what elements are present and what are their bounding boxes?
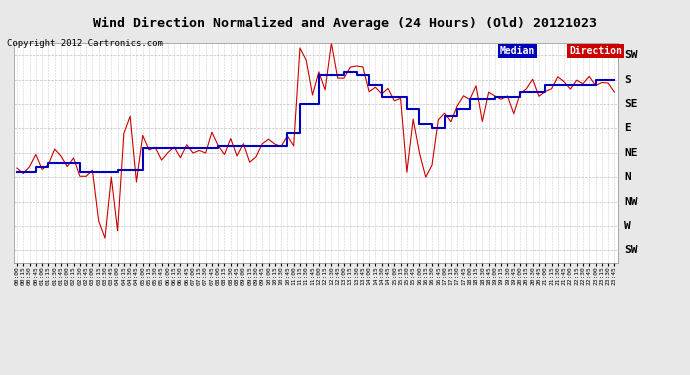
Text: Median: Median xyxy=(500,46,535,56)
Text: SE: SE xyxy=(624,99,638,109)
Text: Direction: Direction xyxy=(569,46,622,56)
Text: W: W xyxy=(624,221,631,231)
Text: E: E xyxy=(624,123,631,134)
Text: Wind Direction Normalized and Average (24 Hours) (Old) 20121023: Wind Direction Normalized and Average (2… xyxy=(93,17,597,30)
Text: Copyright 2012 Cartronics.com: Copyright 2012 Cartronics.com xyxy=(7,39,163,48)
Text: SW: SW xyxy=(624,245,638,255)
Text: S: S xyxy=(624,75,631,85)
Text: NW: NW xyxy=(624,196,638,207)
Text: SW: SW xyxy=(624,50,638,60)
Text: NE: NE xyxy=(624,148,638,158)
Text: N: N xyxy=(624,172,631,182)
